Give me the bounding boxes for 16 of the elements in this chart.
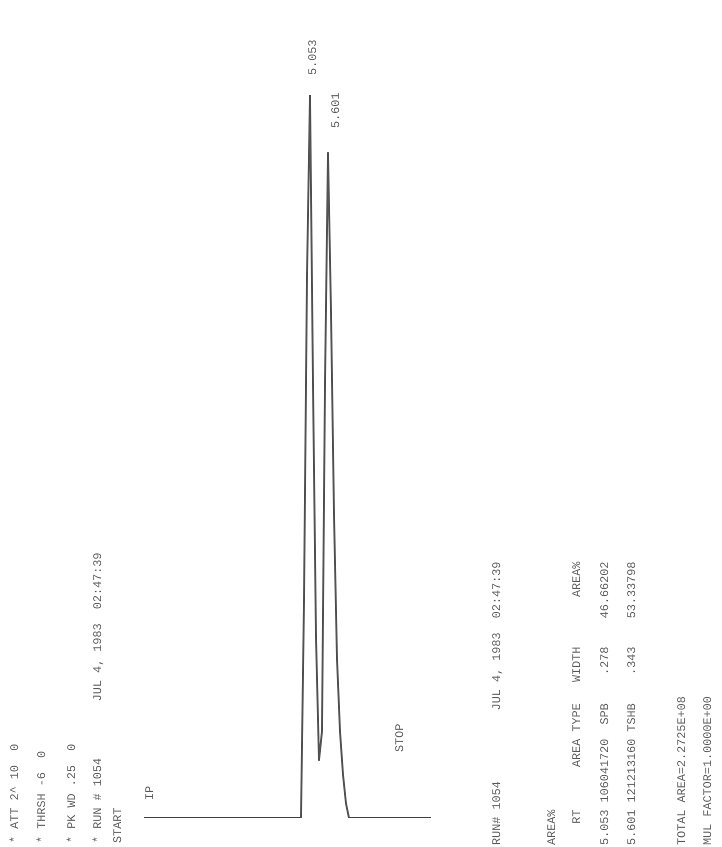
text: * ATT 2^ 10 0 bbox=[10, 744, 18, 842]
text: 5.601 121213160 TSHB .343 53.33798 bbox=[627, 562, 636, 844]
annotation: STOP bbox=[395, 724, 404, 752]
text: RT AREA TYPE WIDTH AREA% bbox=[572, 562, 580, 823]
text: MUL FACTOR=1.0000E+00 bbox=[703, 696, 712, 844]
text: RUN# 1054 JUL 4, 1983 02:47:39 bbox=[492, 562, 502, 844]
text: * THRSH -6 0 bbox=[36, 752, 46, 842]
text: TOTAL AREA=2.2725E+08 bbox=[677, 697, 686, 845]
text: * RUN # 1054 JUL 4, 1983 02:47:39 bbox=[92, 553, 104, 842]
text: * PK WD .25 0 bbox=[66, 744, 76, 842]
annotation: 5.601 bbox=[331, 93, 340, 128]
text: 5.053 bbox=[308, 40, 316, 74]
text: START bbox=[113, 808, 122, 843]
annotation: IP bbox=[145, 786, 154, 799]
text: 5.053 106041720 SPB .278 46.66202 bbox=[600, 562, 608, 844]
text: AREA% bbox=[547, 810, 556, 845]
